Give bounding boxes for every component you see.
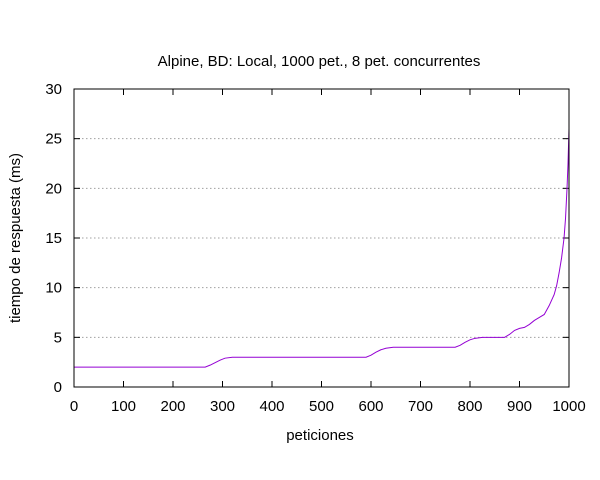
x-tick-label: 400	[259, 398, 284, 415]
series-layer	[74, 128, 570, 368]
x-tick-label: 200	[160, 398, 185, 415]
y-tick-label: 10	[45, 280, 62, 297]
x-tick-label: 500	[309, 398, 334, 415]
chart-title: Alpine, BD: Local, 1000 pet., 8 pet. con…	[158, 53, 481, 70]
x-tick-label: 1000	[552, 398, 585, 415]
x-tick-label: 700	[408, 398, 433, 415]
grid-lines	[74, 138, 569, 338]
y-axis-label: tiempo de respuesta (ms)	[7, 153, 24, 323]
x-tick-label: 300	[210, 398, 235, 415]
y-tick-label: 30	[45, 81, 62, 98]
x-tick-label: 800	[457, 398, 482, 415]
y-tick-label: 0	[54, 379, 62, 396]
x-tick-label: 100	[111, 398, 136, 415]
series-line	[74, 128, 570, 368]
y-tick-label: 25	[45, 131, 62, 148]
y-tick-label: 20	[45, 180, 62, 197]
y-tick-label: 5	[54, 329, 62, 346]
x-tick-label: 600	[358, 398, 383, 415]
x-tick-label: 0	[70, 398, 78, 415]
x-axis-label: peticiones	[286, 427, 354, 444]
y-tick-label: 15	[45, 230, 62, 247]
x-tick-label: 900	[507, 398, 532, 415]
plot-frame	[73, 88, 570, 388]
